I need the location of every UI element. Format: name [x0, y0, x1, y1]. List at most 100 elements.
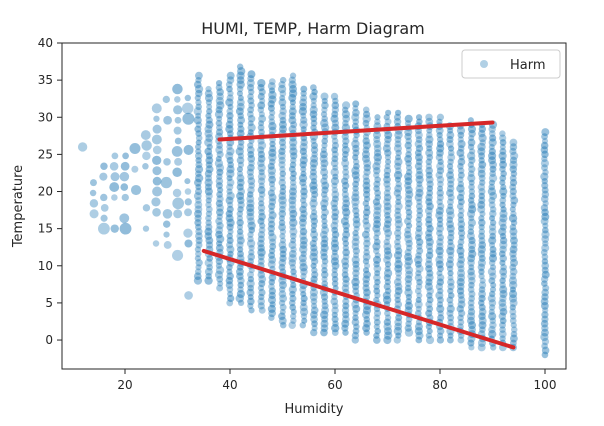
data-point [226, 165, 235, 174]
data-point [384, 287, 392, 295]
data-point [447, 145, 455, 152]
data-point [215, 217, 223, 225]
data-point [425, 163, 433, 170]
data-point [193, 272, 202, 280]
data-point [363, 329, 370, 336]
data-point [216, 275, 224, 283]
data-point [195, 161, 203, 169]
data-point [247, 235, 254, 243]
data-point [436, 149, 444, 157]
data-point [268, 87, 276, 94]
data-point [342, 142, 349, 149]
data-point [174, 116, 182, 124]
data-point [405, 169, 413, 176]
data-point [216, 234, 225, 244]
data-point [236, 224, 243, 231]
data-point [341, 306, 350, 315]
data-point [195, 148, 202, 155]
data-point [310, 204, 317, 211]
data-point [447, 252, 455, 259]
data-point [236, 191, 245, 200]
data-point [363, 190, 371, 199]
data-point [362, 284, 370, 292]
data-point [341, 101, 351, 110]
data-point [269, 140, 276, 148]
data-point [394, 256, 402, 264]
data-point [541, 302, 549, 310]
data-point [393, 113, 402, 121]
data-point [331, 252, 339, 261]
data-point [309, 212, 318, 221]
data-point [267, 82, 276, 90]
data-point [257, 239, 265, 248]
data-point [352, 282, 360, 291]
data-point [405, 146, 412, 153]
data-point [216, 168, 224, 176]
data-point [373, 309, 382, 317]
data-point [468, 295, 475, 302]
data-point [384, 154, 392, 161]
data-point [321, 106, 328, 114]
data-point [225, 276, 234, 285]
data-point [395, 269, 402, 277]
data-point [489, 165, 497, 173]
data-point [278, 81, 286, 89]
data-point [499, 134, 507, 142]
data-point [498, 151, 507, 160]
data-point [257, 284, 265, 292]
data-point [278, 276, 287, 285]
data-point [352, 269, 360, 277]
data-point [437, 287, 444, 295]
data-point [246, 195, 255, 203]
data-point [457, 243, 464, 250]
data-point [393, 326, 403, 336]
data-point [541, 212, 550, 221]
data-point [289, 294, 297, 302]
data-point [477, 245, 486, 254]
data-point [456, 148, 465, 157]
data-point [446, 171, 454, 180]
data-point [216, 213, 223, 220]
data-point [341, 132, 349, 141]
data-point [489, 272, 497, 280]
data-point [488, 254, 498, 263]
data-point [342, 230, 351, 239]
data-point [383, 283, 391, 291]
data-point [352, 229, 359, 237]
data-point [382, 291, 391, 300]
data-point [268, 202, 276, 210]
data-point [269, 185, 276, 192]
data-point [194, 173, 204, 183]
data-point [468, 264, 475, 271]
data-point [310, 315, 318, 324]
data-point [425, 148, 434, 157]
data-point [310, 177, 318, 185]
data-point [456, 260, 465, 269]
data-point [425, 278, 433, 286]
data-point [414, 255, 423, 265]
data-point [205, 214, 212, 222]
data-point [172, 83, 183, 95]
data-point [384, 234, 391, 241]
data-point [310, 154, 319, 163]
data-point [404, 132, 412, 141]
data-point [194, 84, 204, 94]
annotation-layer [201, 120, 516, 350]
data-point [373, 215, 381, 224]
data-point [331, 186, 339, 194]
data-point [299, 245, 308, 254]
data-point [373, 149, 382, 157]
data-point [384, 158, 392, 165]
data-point [467, 254, 476, 263]
data-point [300, 294, 308, 302]
data-point [425, 229, 433, 237]
data-point [415, 184, 424, 193]
data-point [237, 67, 246, 76]
data-point [227, 90, 234, 97]
data-point [436, 229, 443, 237]
data-point [457, 282, 465, 291]
data-point [395, 274, 402, 281]
data-point [330, 257, 339, 266]
data-point [341, 257, 349, 266]
data-point [330, 92, 339, 101]
